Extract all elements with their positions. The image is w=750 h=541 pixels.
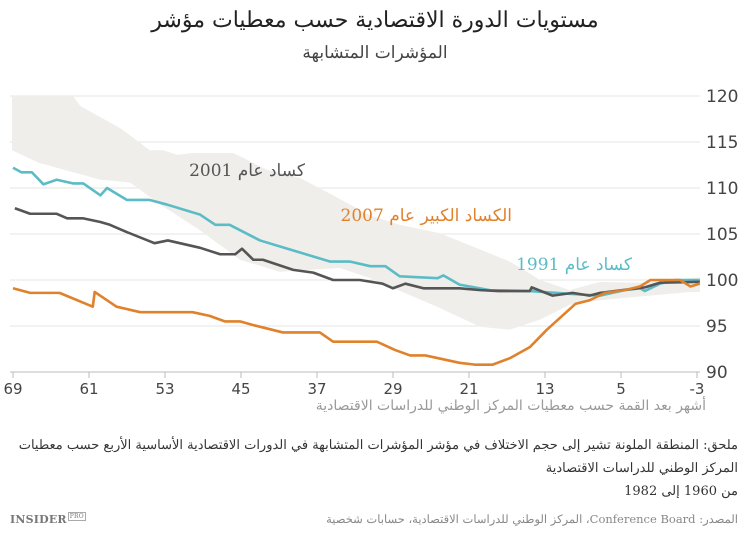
x-tick-label: 29 — [383, 380, 402, 398]
y-tick-label: 95 — [706, 317, 728, 337]
x-tick-label: 13 — [535, 380, 554, 398]
x-tick-label: -3 — [690, 380, 705, 398]
x-tick-label: 45 — [231, 380, 250, 398]
footnote-text: ملحق: المنطقة الملونة تشير إلى حجم الاخت… — [18, 438, 738, 476]
y-tick-label: 110 — [706, 179, 738, 199]
chart-subtitle: المؤشرات المتشابهة — [302, 43, 448, 63]
label-2007: الكساد الكبير عام 2007 — [341, 206, 512, 226]
y-tick-label: 120 — [706, 87, 738, 107]
footnote: ملحق: المنطقة الملونة تشير إلى حجم الاخت… — [8, 434, 738, 503]
y-tick-label: 105 — [706, 225, 738, 245]
logo-main: INSIDER — [10, 513, 67, 526]
x-tick-label: 53 — [155, 380, 174, 398]
y-axis: 120 115 110 105 100 95 90 — [706, 87, 738, 383]
label-1991: كساد عام 1991 — [516, 255, 633, 275]
series-line-r2007 — [12, 278, 701, 366]
x-tick-label: 69 — [3, 380, 22, 398]
logo-sub: PRO — [67, 512, 86, 521]
series-line-r2001 — [14, 207, 700, 297]
chart-title: مستويات الدورة الاقتصادية حسب معطيات مؤش… — [151, 8, 599, 33]
x-axis: 69 61 53 45 37 29 21 13 5 -3 — [3, 372, 704, 398]
label-2001: كساد عام 2001 — [189, 161, 306, 181]
insider-pro-logo: INSIDER PRO — [10, 512, 86, 526]
series-lines — [12, 166, 701, 366]
x-tick-label: 61 — [79, 380, 98, 398]
x-tick-label: 37 — [307, 380, 326, 398]
y-tick-label: 90 — [706, 363, 728, 383]
series-line-r1991 — [12, 166, 700, 297]
variation-band — [12, 96, 700, 330]
x-axis-label: أشهر بعد القمة حسب معطيات المركز الوطني … — [315, 398, 706, 414]
y-tick-label: 100 — [706, 271, 738, 291]
gridlines — [10, 95, 700, 373]
y-tick-label: 115 — [706, 133, 738, 153]
footnote-period: من 1960 إلى 1982 — [624, 484, 738, 499]
x-tick-label: 5 — [616, 380, 626, 398]
x-tick-label: 21 — [459, 380, 478, 398]
source-text: المصدر: Conference Board، المركز الوطني … — [326, 512, 738, 526]
